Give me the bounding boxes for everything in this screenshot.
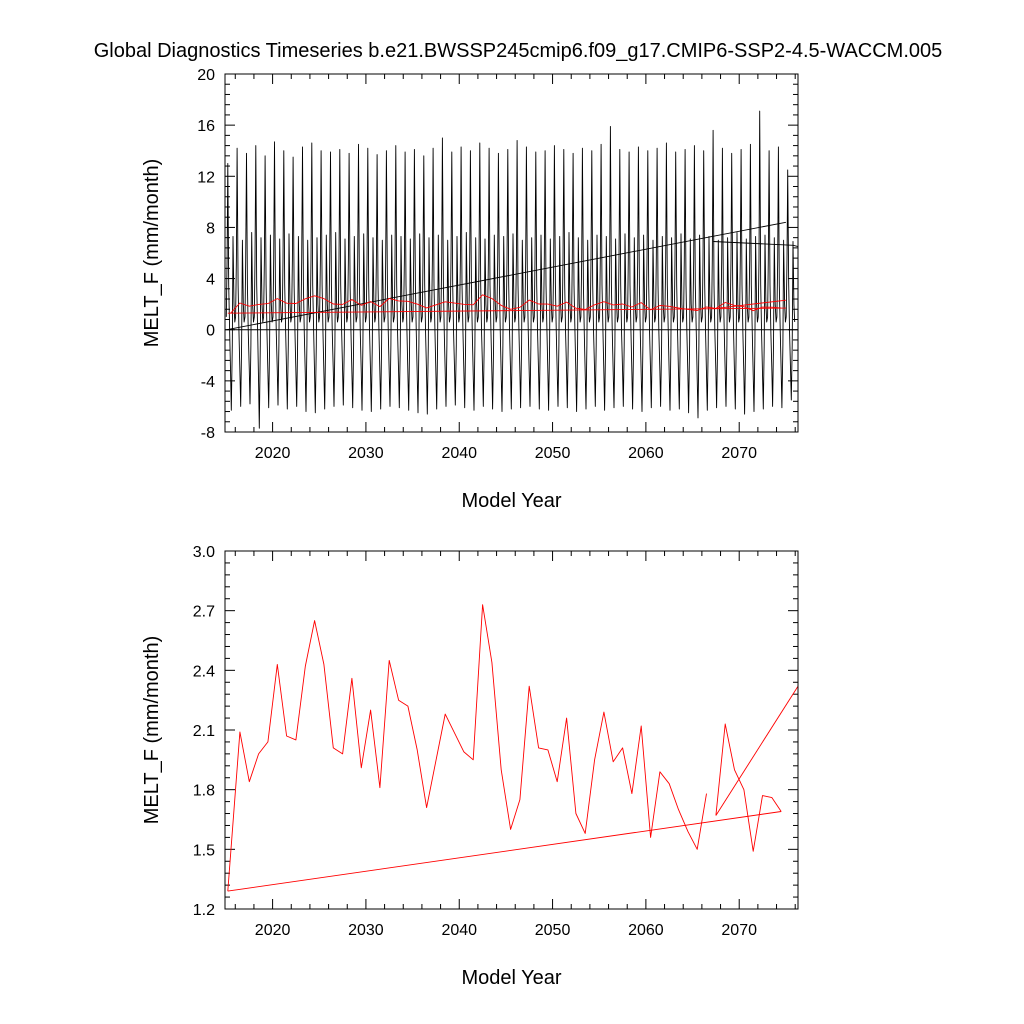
top-panel-y-axis-title: MELT_F (mm/month) [141,159,163,348]
bottom-panel-series-annual-ramp [715,685,799,816]
top-panel-series-annual-closure [227,307,786,314]
top-panel-y-tick-label: 0 [206,323,215,340]
top-panel: 2020 2030 2040 2050 2060 2070 -8 -4 0 4 8 12 16 20 Mo… [141,67,799,512]
figure-title: Global Diagnostics Timeseries b.e21.BWSS… [94,40,943,62]
bottom-panel-y-tick-label: 2.1 [193,723,215,740]
bottom-panel-x-tick-label: 2020 [255,922,291,939]
bottom-panel-tick-labels: 2020 2030 2040 2050 2060 2070 1.2 1.5 1.8 2.1 2.4 2… [193,544,757,939]
top-panel-y-tick-label: 16 [197,118,215,135]
top-panel-x-tick-label: 2060 [628,445,664,462]
bottom-panel-x-tick-label: 2060 [628,922,664,939]
top-panel-y-tick-label: 8 [206,220,215,237]
bottom-panel-x-tick-label: 2040 [441,922,477,939]
bottom-panel-y-tick-label: 1.8 [193,783,215,800]
bottom-panel-x-tick-label: 2050 [535,922,571,939]
bottom-panel-plot-area [227,604,799,892]
bottom-panel-ticks [225,550,798,910]
top-panel-tick-labels: 2020 2030 2040 2050 2060 2070 -8 -4 0 4 8 12 16 20 [197,67,757,462]
bottom-panel-y-tick-label: 3.0 [193,544,215,561]
top-panel-plot-area [225,110,799,429]
bottom-panel-series-annual-mean-tail [715,723,782,852]
bottom-panel-y-tick-label: 1.5 [193,842,215,859]
top-panel-x-tick-label: 2040 [441,445,477,462]
bottom-panel-series-annual-closure [227,811,782,892]
top-panel-series-monthly-wrap [713,241,799,248]
bottom-panel-x-tick-label: 2030 [348,922,384,939]
top-panel-series-annual-mean [230,294,782,314]
top-panel-y-tick-label: 4 [206,272,215,289]
bottom-panel-x-axis-title: Model Year [461,967,561,989]
top-panel-series-monthly-closure [226,221,786,331]
top-panel-y-tick-label: -4 [201,374,215,391]
top-panel-frame [224,73,799,433]
top-panel-x-axis-title: Model Year [461,490,561,512]
top-panel-y-tick-label: 20 [197,67,215,84]
bottom-panel: 2020 2030 2040 2050 2060 2070 1.2 1.5 1.8 2.1 2.4 2… [141,544,799,989]
top-panel-series-annual-tail [715,299,786,309]
top-panel-x-tick-label: 2050 [535,445,571,462]
bottom-panel-frame [224,550,799,910]
top-panel-x-tick-label: 2070 [721,445,757,462]
top-panel-x-tick-label: 2020 [255,445,291,462]
bottom-panel-series-annual-mean [227,604,707,892]
bottom-panel-y-tick-label: 2.4 [193,663,215,680]
top-panel-series-monthly [225,110,796,429]
top-panel-y-tick-label: 12 [197,169,215,186]
bottom-panel-y-axis-title: MELT_F (mm/month) [141,636,163,825]
bottom-panel-y-tick-label: 1.2 [193,902,215,919]
bottom-panel-x-tick-label: 2070 [721,922,757,939]
top-panel-y-tick-label: -8 [201,425,215,442]
bottom-panel-y-tick-label: 2.7 [193,604,215,621]
top-panel-x-tick-label: 2030 [348,445,384,462]
